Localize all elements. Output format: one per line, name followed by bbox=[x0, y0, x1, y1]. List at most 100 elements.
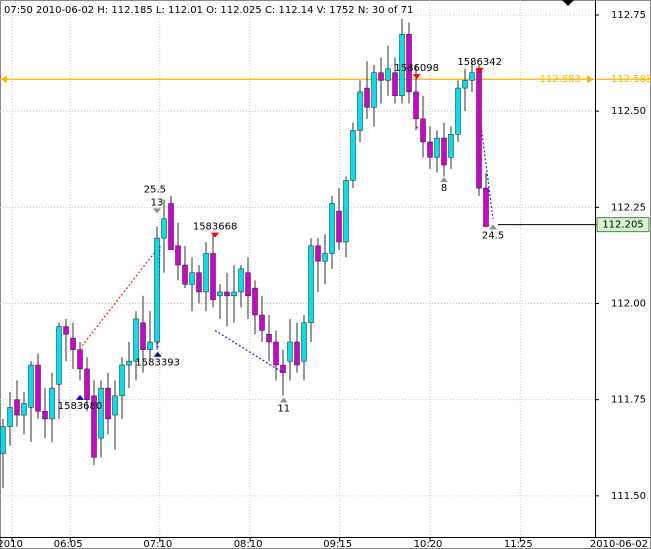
candle-body bbox=[371, 72, 377, 108]
y-tick-label: 112.50 bbox=[611, 106, 646, 117]
candle-body bbox=[84, 368, 90, 400]
annotation: 1586098 bbox=[394, 63, 439, 74]
annotation: 1586342 bbox=[457, 57, 502, 68]
candle-body bbox=[308, 245, 314, 323]
y-tick-label: 112.75 bbox=[611, 10, 646, 21]
candle-body bbox=[462, 80, 468, 89]
y-tick-label: 111.50 bbox=[611, 491, 646, 502]
annotation-marker bbox=[412, 74, 421, 80]
candle-body bbox=[21, 403, 27, 416]
candle-body bbox=[259, 314, 265, 331]
candle-body bbox=[294, 341, 300, 366]
candle-body bbox=[112, 395, 118, 416]
candle-body bbox=[98, 387, 104, 439]
annotation: 25.5 bbox=[144, 184, 166, 195]
candle-body bbox=[168, 203, 174, 250]
level-arrow bbox=[587, 75, 594, 84]
candle-body bbox=[273, 341, 279, 366]
candle-body bbox=[329, 203, 335, 254]
candle-body bbox=[357, 91, 363, 131]
x-tick-label: 06:05 bbox=[54, 539, 83, 549]
candle-body bbox=[126, 360, 132, 366]
candle-body bbox=[119, 364, 125, 397]
candle-body bbox=[434, 137, 440, 158]
annotation: 13 bbox=[151, 197, 164, 208]
candle-body bbox=[203, 253, 209, 293]
annotation: 24.5 bbox=[482, 230, 504, 241]
candle-body bbox=[378, 72, 384, 81]
candle-body bbox=[63, 326, 69, 335]
candle-body bbox=[392, 72, 398, 97]
level-axis-label: 112.583 bbox=[611, 74, 651, 85]
candle-body bbox=[252, 287, 258, 316]
candle-body bbox=[280, 364, 286, 373]
candle-body bbox=[154, 237, 160, 343]
x-tick-label: 08:10 bbox=[234, 539, 263, 549]
annotation: 11 bbox=[277, 404, 290, 415]
x-tick-label: 07:10 bbox=[143, 539, 172, 549]
annotation: 1583393 bbox=[135, 358, 180, 369]
candle-body bbox=[266, 334, 272, 343]
x-tick-label: 11:25 bbox=[504, 539, 533, 549]
candle-body bbox=[336, 210, 342, 243]
level-label: 112.583 bbox=[540, 74, 581, 85]
candle-body bbox=[147, 341, 153, 350]
candle-body bbox=[161, 218, 167, 239]
x-tick-label: 2010 bbox=[0, 539, 23, 549]
annotation-marker bbox=[475, 67, 484, 73]
candle-body bbox=[427, 141, 433, 158]
candle-body bbox=[91, 395, 97, 458]
candle-body bbox=[140, 322, 146, 350]
candle-body bbox=[364, 87, 370, 108]
candle-body bbox=[196, 272, 202, 293]
zigzag-line bbox=[480, 126, 494, 219]
scroll-marker bbox=[562, 0, 574, 6]
candle-body bbox=[28, 364, 34, 408]
annotation: 1583680 bbox=[58, 401, 103, 412]
candle-body bbox=[350, 130, 356, 181]
candle-body bbox=[399, 33, 405, 97]
annotation-marker bbox=[153, 351, 162, 357]
candle-body bbox=[406, 33, 412, 93]
candle-body bbox=[175, 245, 181, 266]
candle-body bbox=[343, 180, 349, 243]
level-arrow bbox=[1, 75, 7, 84]
price-box-label: 112.205 bbox=[602, 220, 643, 231]
candle-body bbox=[455, 87, 461, 135]
zigzag-line bbox=[416, 126, 420, 131]
annotation-marker bbox=[211, 232, 220, 238]
candle-body bbox=[287, 341, 293, 362]
annotation-marker bbox=[76, 394, 85, 400]
candle-body bbox=[420, 118, 426, 143]
candle-body bbox=[56, 326, 62, 385]
candle-body bbox=[14, 399, 20, 416]
candle-body bbox=[476, 68, 482, 189]
annotation: 8 bbox=[441, 183, 447, 194]
candle-body bbox=[448, 134, 454, 158]
x-tick-label: 09:15 bbox=[323, 539, 352, 549]
candle-body bbox=[385, 68, 391, 81]
candle-body bbox=[35, 364, 41, 412]
candle-body bbox=[189, 272, 195, 285]
candle-body bbox=[245, 272, 251, 297]
annotation-marker bbox=[489, 224, 498, 230]
y-tick-label: 111.75 bbox=[611, 395, 646, 406]
candle-body bbox=[42, 410, 48, 420]
plot: 112.583 112.583 25.5 13 1583668 1586098 158634… bbox=[0, 18, 651, 489]
candle-body bbox=[238, 268, 244, 293]
candle-body bbox=[469, 72, 475, 81]
zigzag-line bbox=[81, 245, 161, 347]
price-box bbox=[596, 217, 650, 233]
candle-body bbox=[210, 253, 216, 300]
candle-body bbox=[301, 322, 307, 362]
annotation-marker bbox=[279, 397, 288, 403]
candle-body bbox=[315, 245, 321, 262]
date-label: 2010-06-02 bbox=[590, 539, 648, 549]
candle-body bbox=[483, 187, 489, 227]
candle-body bbox=[224, 291, 230, 297]
annotation: 1583668 bbox=[193, 222, 238, 233]
candle-body bbox=[441, 137, 447, 166]
candle-body bbox=[105, 387, 111, 420]
annotation-marker bbox=[153, 208, 162, 214]
